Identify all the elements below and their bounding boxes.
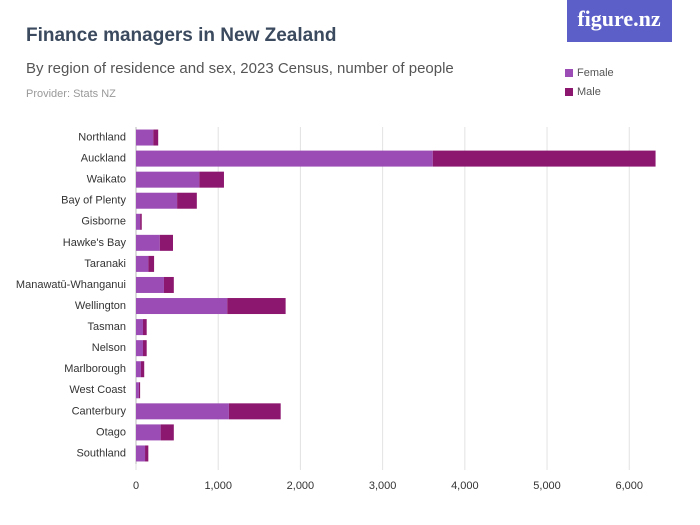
bar-segment: [140, 213, 142, 230]
bar-segment: [136, 403, 229, 420]
y-tick-label: Waikato: [87, 174, 126, 186]
x-tick-label: 0: [133, 480, 139, 492]
x-tick-label: 5,000: [533, 480, 561, 492]
x-tick-label: 2,000: [287, 480, 315, 492]
bar-segment: [177, 192, 197, 209]
y-tick-label: Tasman: [87, 321, 126, 333]
y-tick-label: Bay of Plenty: [61, 195, 126, 207]
bar-segment: [138, 382, 141, 399]
bar-segment: [136, 276, 164, 293]
bar-segment: [136, 424, 161, 441]
chart-title: Finance managers in New Zealand: [26, 25, 336, 46]
y-tick-label: Wellington: [75, 300, 126, 312]
y-tick-label: Canterbury: [72, 405, 127, 417]
bar-segment: [159, 234, 173, 251]
bar-segment: [136, 361, 141, 378]
bar-segment: [228, 403, 281, 420]
bar-segment: [136, 213, 141, 230]
y-tick-label: Hawke's Bay: [63, 237, 127, 249]
legend-label: Male: [577, 86, 601, 98]
y-tick-label: Nelson: [92, 342, 126, 354]
y-tick-label: Taranaki: [84, 258, 126, 270]
bar-segment: [136, 234, 160, 251]
bar-segment: [163, 276, 174, 293]
logo-box: [567, 0, 672, 42]
y-tick-label: Northland: [78, 131, 126, 143]
bar-segment: [136, 445, 146, 462]
y-tick-label: Auckland: [81, 153, 126, 165]
logo: figure.nz: [577, 6, 661, 31]
y-tick-label: Southland: [76, 447, 126, 459]
bar-segment: [136, 382, 139, 399]
bar-segment: [142, 319, 147, 336]
legend-label: Female: [577, 67, 614, 79]
y-tick-label: Manawatū-Whanganui: [16, 279, 126, 291]
bar-segment: [199, 171, 224, 188]
bar-segment: [136, 192, 178, 209]
x-tick-label: 3,000: [369, 480, 397, 492]
bar-segment: [136, 171, 200, 188]
bar-segment: [136, 129, 154, 146]
bar-segment: [432, 150, 656, 167]
bar-segment: [136, 255, 149, 272]
bar-segment: [136, 340, 143, 357]
bar-segment: [136, 150, 433, 167]
legend-swatch: [565, 69, 573, 77]
bar-segment: [142, 340, 147, 357]
chart-subtitle: By region of residence and sex, 2023 Cen…: [26, 60, 454, 77]
y-tick-label: Gisborne: [81, 216, 126, 228]
y-tick-label: Marlborough: [64, 363, 126, 375]
y-tick-label: West Coast: [69, 384, 126, 396]
bar-segment: [160, 424, 174, 441]
legend-swatch: [565, 88, 573, 96]
bar-segment: [227, 298, 286, 315]
bar-segment: [136, 298, 228, 315]
x-tick-label: 4,000: [451, 480, 479, 492]
bar-segment: [145, 445, 149, 462]
bar-segment: [153, 129, 159, 146]
x-tick-label: 1,000: [204, 480, 232, 492]
provider: Provider: Stats NZ: [26, 88, 116, 100]
bar-segment: [148, 255, 155, 272]
bar-segment: [136, 319, 143, 336]
x-tick-label: 6,000: [615, 480, 643, 492]
bar-segment: [140, 361, 145, 378]
y-tick-label: Otago: [96, 426, 126, 438]
